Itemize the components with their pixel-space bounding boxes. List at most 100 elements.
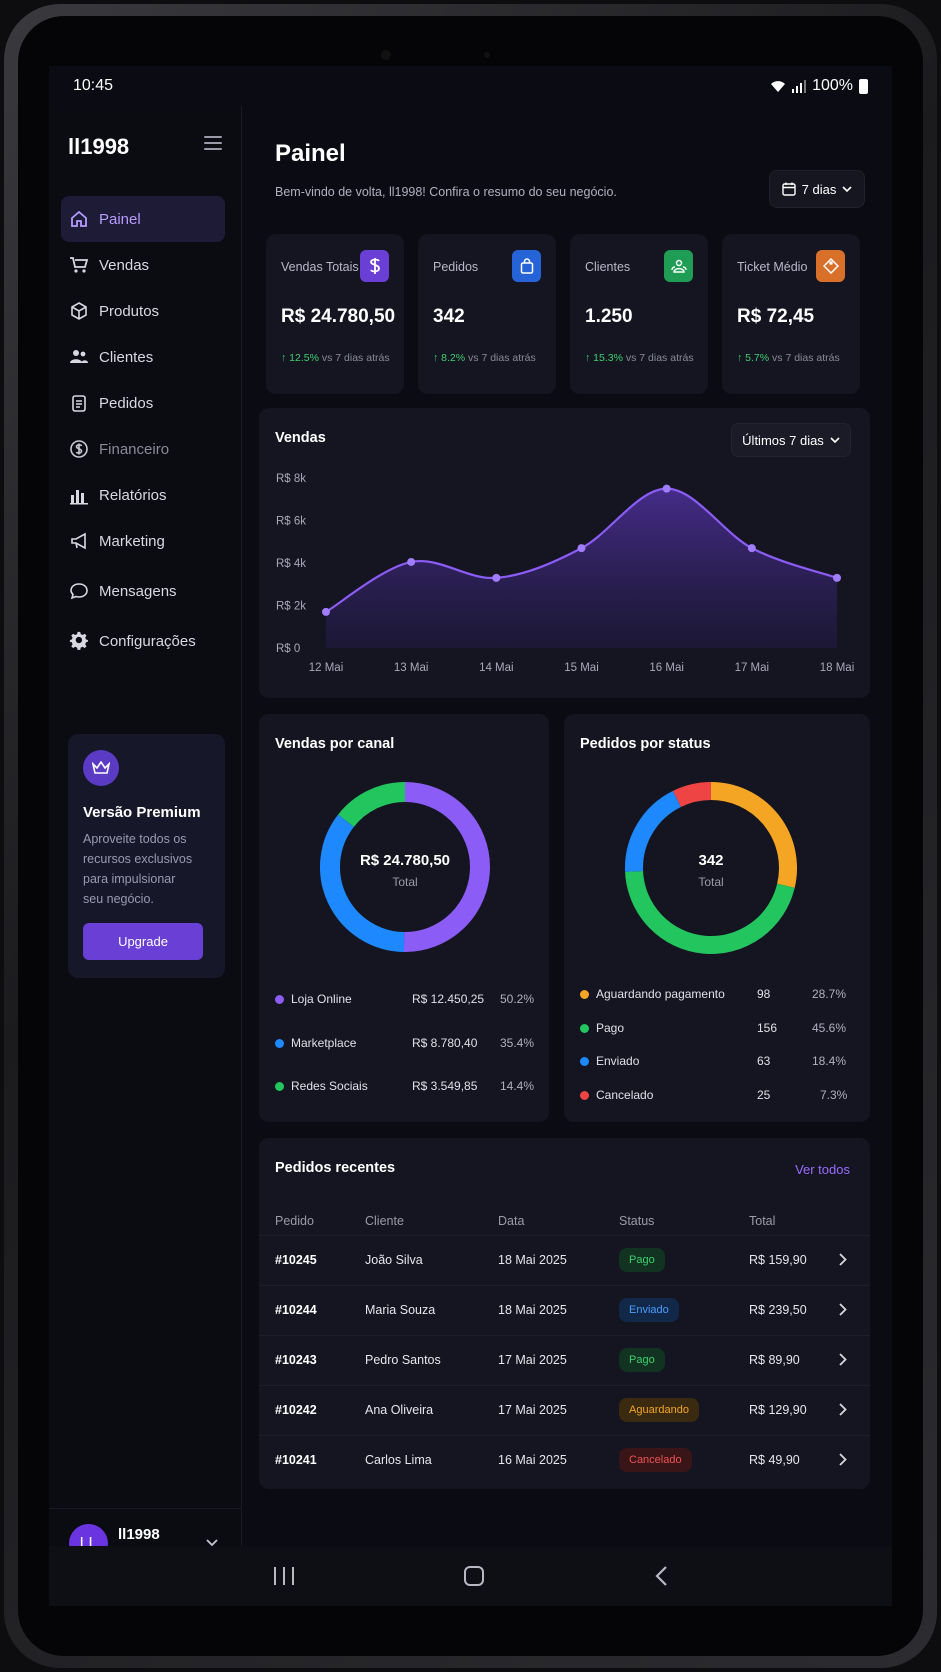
- premium-title: Versão Premium: [83, 804, 201, 821]
- chevron-right-icon[interactable]: [839, 1453, 847, 1466]
- user-group-icon: [664, 250, 693, 282]
- sidebar-item-painel[interactable]: Painel: [61, 196, 225, 242]
- kpi-trend: ↑ 15.3% vs 7 dias atrás: [585, 352, 694, 364]
- order-client: Maria Souza: [365, 1303, 436, 1317]
- kpi-card-pedidos[interactable]: Pedidos 342 ↑ 8.2% vs 7 dias atrás: [418, 234, 556, 394]
- sales-data-point[interactable]: [407, 557, 416, 566]
- wifi-icon: [771, 80, 786, 92]
- legend-percent: 7.3%: [820, 1088, 848, 1102]
- status-badge: Enviado: [619, 1298, 679, 1322]
- sales-data-point[interactable]: [662, 484, 671, 493]
- kpi-label: Pedidos: [433, 260, 479, 274]
- order-total: R$ 129,90: [749, 1403, 807, 1417]
- kpi-card-clientes[interactable]: Clientes 1.250 ↑ 15.3% vs 7 dias atrás: [570, 234, 708, 394]
- order-total: R$ 239,50: [749, 1303, 807, 1317]
- legend-name: Redes Sociais: [291, 1079, 368, 1093]
- recent-apps-icon[interactable]: [273, 1566, 295, 1586]
- column-header-data: Data: [498, 1214, 525, 1228]
- donut-slice[interactable]: [672, 782, 712, 808]
- sidebar-item-label: Marketing: [99, 532, 165, 550]
- battery-icon: [859, 78, 868, 94]
- donut-total-value: R$ 24.780,50: [359, 852, 451, 869]
- sidebar-item-pedidos[interactable]: Pedidos: [61, 380, 225, 426]
- donut-slice[interactable]: [403, 782, 490, 952]
- home-button-icon[interactable]: [463, 1565, 485, 1587]
- sidebar-item-produtos[interactable]: Produtos: [61, 288, 225, 334]
- legend-dot: [580, 989, 589, 999]
- order-client: João Silva: [365, 1253, 423, 1267]
- front-camera: [381, 50, 391, 60]
- see-all-link[interactable]: Ver todos: [795, 1162, 850, 1177]
- chevron-right-icon[interactable]: [839, 1303, 847, 1316]
- legend-name: Aguardando pagamento: [596, 987, 725, 1001]
- upgrade-button[interactable]: Upgrade: [83, 923, 203, 960]
- legend-item: Aguardando pagamento 98 28.7%: [580, 987, 846, 1001]
- column-header-total: Total: [749, 1214, 776, 1228]
- order-date: 18 Mai 2025: [498, 1253, 567, 1267]
- table-row[interactable]: #10241 Carlos Lima 16 Mai 2025 Cancelado R$ …: [259, 1435, 870, 1485]
- crown-icon: [83, 750, 119, 786]
- sales-data-point[interactable]: [322, 607, 330, 616]
- sensor: [484, 52, 490, 58]
- legend-name: Pago: [596, 1021, 625, 1035]
- legend-value: 25: [757, 1088, 771, 1102]
- sidebar-item-financeiro[interactable]: Financeiro: [61, 426, 225, 472]
- sales-range-select[interactable]: Últimos 7 dias: [731, 423, 851, 457]
- chevron-down-icon[interactable]: [206, 1539, 218, 1547]
- sidebar-item-clientes[interactable]: Clientes: [61, 334, 225, 380]
- sidebar-item-label: Painel: [99, 210, 141, 228]
- y-tick-label: R$ 6k: [276, 516, 306, 528]
- order-id: #10242: [275, 1403, 317, 1417]
- status-bar: 10:45 100%: [49, 66, 892, 106]
- table-row[interactable]: #10243 Pedro Santos 17 Mai 2025 Pago R$ 89,9…: [259, 1335, 870, 1385]
- sidebar-item-vendas[interactable]: Vendas: [61, 242, 225, 288]
- donut-slice[interactable]: [625, 870, 795, 954]
- chevron-right-icon[interactable]: [839, 1353, 847, 1366]
- kpi-card-ticket-medio[interactable]: Ticket Médio R$ 72,45 ↑ 5.7% vs 7 dias a…: [722, 234, 860, 394]
- donut-slice[interactable]: [625, 790, 682, 872]
- kpi-value: 342: [433, 306, 465, 327]
- legend-value: R$ 3.549,85: [412, 1079, 478, 1093]
- users-icon: [69, 347, 89, 367]
- sidebar-item-configuracoes[interactable]: Configurações: [61, 618, 225, 664]
- orders-by-status-card: Pedidos por status 342 Total Aguardando …: [564, 714, 870, 1122]
- gear-icon: [69, 631, 89, 651]
- sidebar-item-marketing[interactable]: Marketing: [61, 518, 225, 564]
- kpi-trend: ↑ 8.2% vs 7 dias atrás: [433, 352, 536, 364]
- status-icons: 100%: [770, 77, 868, 95]
- date-range-button[interactable]: 7 dias: [769, 170, 865, 208]
- sales-data-point[interactable]: [833, 573, 841, 582]
- order-total: R$ 89,90: [749, 1353, 800, 1367]
- column-header-status: Status: [619, 1214, 655, 1228]
- system-nav-bar: [49, 1546, 892, 1606]
- hamburger-menu-icon[interactable]: [204, 136, 222, 152]
- sales-data-point[interactable]: [492, 573, 501, 582]
- legend-percent: 28.7%: [812, 987, 847, 1001]
- status-badge: Pago: [619, 1248, 665, 1272]
- chevron-down-icon: [842, 186, 852, 192]
- chevron-right-icon[interactable]: [839, 1403, 847, 1416]
- kpi-row: Vendas Totais R$ 24.780,50 ↑ 12.5% vs 7 …: [266, 234, 866, 394]
- donut-slice[interactable]: [710, 782, 797, 888]
- table-row[interactable]: #10242 Ana Oliveira 17 Mai 2025 Aguardando R…: [259, 1385, 870, 1435]
- sales-data-point[interactable]: [577, 544, 586, 553]
- kpi-trend: ↑ 5.7% vs 7 dias atrás: [737, 352, 840, 364]
- chevron-right-icon[interactable]: [839, 1253, 847, 1266]
- sales-data-point[interactable]: [747, 544, 756, 553]
- order-total: R$ 159,90: [749, 1253, 807, 1267]
- kpi-card-vendas-totais[interactable]: Vendas Totais R$ 24.780,50 ↑ 12.5% vs 7 …: [266, 234, 404, 394]
- legend-value: 156: [757, 1021, 778, 1035]
- cart-icon: [69, 255, 89, 275]
- x-tick-label: 12 Mai: [309, 662, 344, 674]
- legend-value: R$ 8.780,40: [412, 1036, 478, 1050]
- table-row[interactable]: #10245 João Silva 18 Mai 2025 Pago R$ 159,90: [259, 1235, 870, 1285]
- sidebar-item-mensagens[interactable]: Mensagens: [61, 568, 225, 614]
- sidebar-item-relatorios[interactable]: Relatórios: [61, 472, 225, 518]
- table-row[interactable]: #10244 Maria Souza 18 Mai 2025 Enviado R$ 23…: [259, 1285, 870, 1335]
- donut-slice[interactable]: [338, 782, 406, 828]
- dollar-icon: [360, 250, 389, 282]
- legend-value: 98: [757, 987, 771, 1001]
- donut-slice[interactable]: [320, 814, 405, 952]
- back-icon[interactable]: [654, 1565, 668, 1587]
- user-name: ll1998: [118, 1526, 160, 1543]
